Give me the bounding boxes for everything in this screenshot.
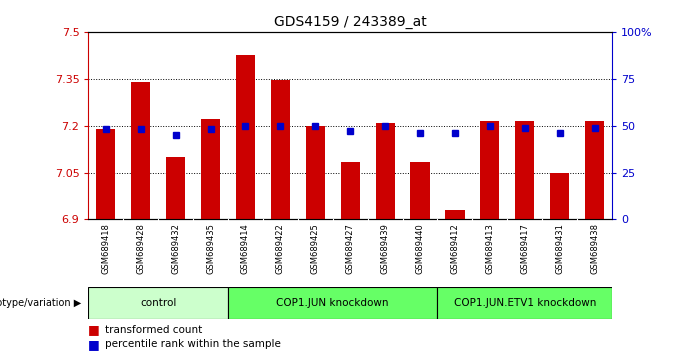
Text: transformed count: transformed count [105, 325, 203, 335]
Bar [228, 287, 437, 319]
Bar [166, 157, 185, 219]
Text: genotype/variation ▶: genotype/variation ▶ [0, 298, 82, 308]
Text: COP1.JUN knockdown: COP1.JUN knockdown [277, 298, 389, 308]
Text: GSM689428: GSM689428 [136, 223, 146, 274]
Text: GSM689440: GSM689440 [415, 223, 424, 274]
Text: COP1.JUN.ETV1 knockdown: COP1.JUN.ETV1 knockdown [454, 298, 596, 308]
Bar [271, 80, 290, 219]
Bar [306, 126, 325, 219]
Bar [480, 121, 499, 219]
Text: control: control [140, 298, 176, 308]
Text: ■: ■ [88, 323, 104, 336]
Text: GSM689432: GSM689432 [171, 223, 180, 274]
Text: percentile rank within the sample: percentile rank within the sample [105, 339, 282, 349]
Bar [97, 129, 116, 219]
Bar [341, 162, 360, 219]
Text: GSM689438: GSM689438 [590, 223, 599, 274]
Text: GSM689431: GSM689431 [555, 223, 564, 274]
Bar [88, 287, 228, 319]
Title: GDS4159 / 243389_at: GDS4159 / 243389_at [274, 16, 426, 29]
Bar [236, 55, 255, 219]
Bar [585, 121, 604, 219]
Bar [201, 119, 220, 219]
Text: GSM689422: GSM689422 [276, 223, 285, 274]
Text: GSM689413: GSM689413 [486, 223, 494, 274]
Bar [550, 173, 569, 219]
Text: GSM689435: GSM689435 [206, 223, 215, 274]
Bar [375, 122, 394, 219]
Text: GSM689412: GSM689412 [450, 223, 460, 274]
Bar [131, 82, 150, 219]
Text: GSM689418: GSM689418 [101, 223, 110, 274]
Text: GSM689417: GSM689417 [520, 223, 529, 274]
Bar [515, 121, 534, 219]
Text: ■: ■ [88, 338, 104, 350]
Text: GSM689439: GSM689439 [381, 223, 390, 274]
Text: GSM689414: GSM689414 [241, 223, 250, 274]
Bar [411, 162, 430, 219]
Text: GSM689425: GSM689425 [311, 223, 320, 274]
Bar [445, 210, 464, 219]
Text: GSM689427: GSM689427 [345, 223, 355, 274]
Bar [437, 287, 612, 319]
